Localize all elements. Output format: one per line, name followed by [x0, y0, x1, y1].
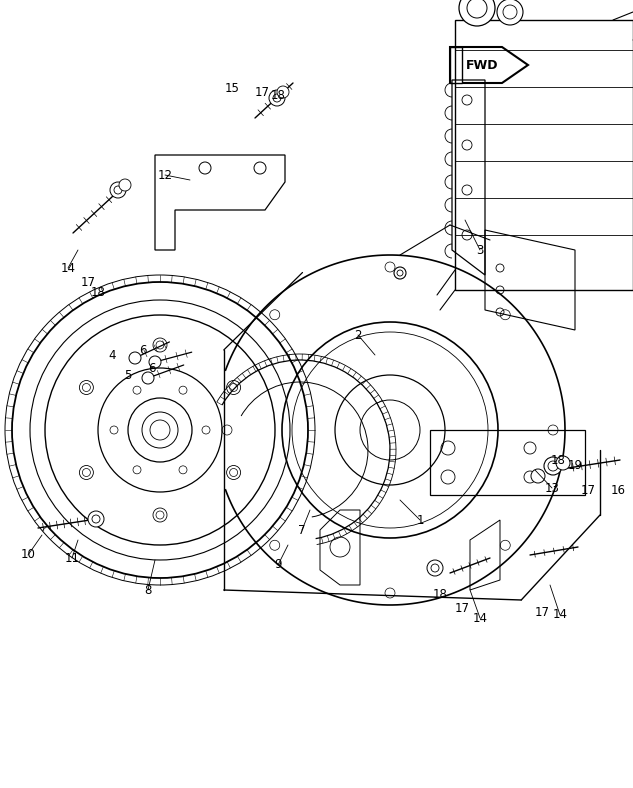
Text: 18: 18: [270, 88, 285, 102]
Text: 6: 6: [148, 362, 156, 374]
Text: 11: 11: [65, 552, 80, 564]
Text: 13: 13: [544, 481, 560, 495]
Circle shape: [227, 466, 241, 480]
Text: 15: 15: [225, 81, 239, 95]
Text: 18: 18: [91, 285, 106, 299]
Text: 14: 14: [61, 262, 75, 274]
Text: 18: 18: [432, 589, 448, 601]
Circle shape: [129, 352, 141, 364]
Circle shape: [459, 0, 495, 26]
Text: 14: 14: [553, 608, 568, 622]
Circle shape: [269, 90, 285, 106]
Text: 8: 8: [144, 583, 152, 597]
Circle shape: [142, 372, 154, 384]
Text: 16: 16: [610, 484, 625, 496]
Circle shape: [227, 381, 241, 395]
Text: 2: 2: [354, 329, 361, 341]
Circle shape: [79, 381, 94, 395]
Text: 3: 3: [476, 243, 484, 257]
Circle shape: [277, 86, 289, 98]
Circle shape: [149, 356, 161, 368]
Circle shape: [150, 420, 170, 440]
Circle shape: [110, 182, 126, 198]
Circle shape: [427, 560, 443, 576]
Circle shape: [119, 179, 131, 191]
Text: 18: 18: [551, 454, 565, 466]
Text: 17: 17: [580, 484, 596, 496]
Circle shape: [88, 511, 104, 527]
Circle shape: [153, 508, 167, 522]
Text: 4: 4: [108, 348, 116, 362]
Circle shape: [531, 469, 545, 483]
Text: 10: 10: [20, 548, 35, 562]
Text: FWD: FWD: [466, 58, 498, 72]
Text: 19: 19: [568, 459, 582, 471]
Text: 9: 9: [274, 559, 282, 571]
Circle shape: [497, 0, 523, 25]
Text: 17: 17: [454, 601, 470, 615]
Text: 14: 14: [472, 611, 487, 625]
Text: 7: 7: [298, 523, 306, 537]
Circle shape: [556, 456, 570, 470]
Text: 1: 1: [417, 514, 423, 526]
Circle shape: [394, 267, 406, 279]
Text: 5: 5: [124, 369, 132, 381]
Text: 17: 17: [80, 276, 96, 288]
Text: 6: 6: [139, 344, 147, 356]
Text: 17: 17: [534, 605, 549, 619]
Text: 12: 12: [158, 169, 173, 181]
Text: 17: 17: [254, 86, 270, 98]
Circle shape: [79, 466, 94, 480]
Circle shape: [544, 457, 562, 475]
Circle shape: [153, 338, 167, 352]
Polygon shape: [450, 47, 462, 83]
